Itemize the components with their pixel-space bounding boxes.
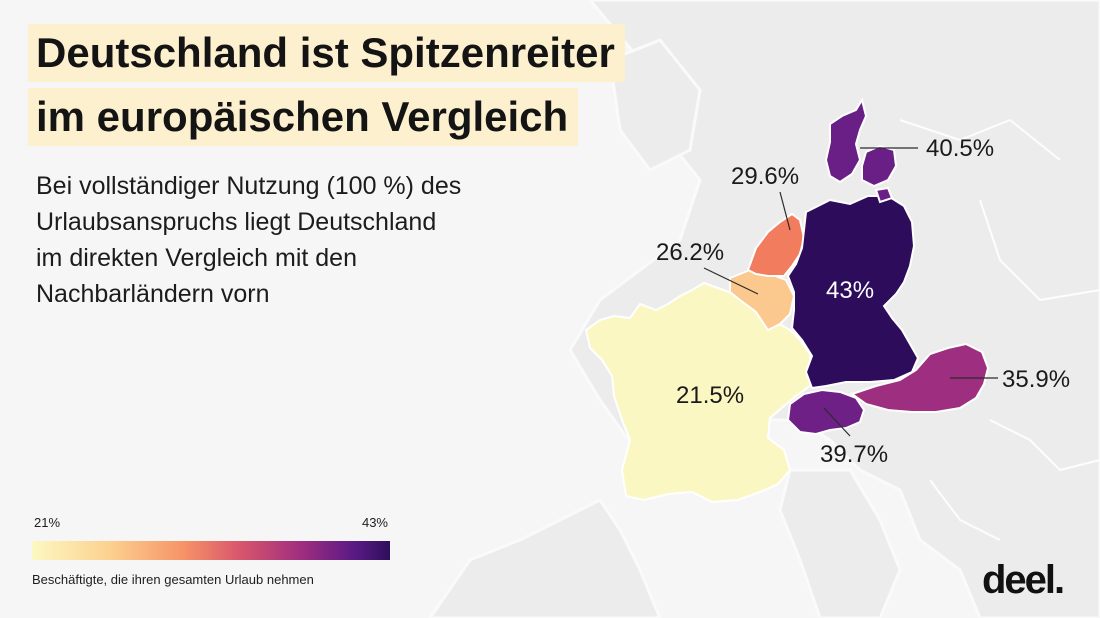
legend-gradient-bar <box>32 541 390 560</box>
deel-logo: deel. <box>982 558 1065 602</box>
legend-caption: Beschäftigte, die ihren gesamten Urlaub … <box>32 572 314 587</box>
label-france: 21.5% <box>676 382 744 409</box>
title-line-2: im europäischen Vergleich <box>28 88 579 146</box>
leader-belgium <box>703 267 759 295</box>
subtitle-line-3: im direkten Vergleich mit den <box>36 244 357 272</box>
title-line-1: Deutschland ist Spitzenreiter <box>28 24 625 82</box>
label-denmark: 40.5% <box>926 135 994 162</box>
region-austria[interactable] <box>849 342 990 413</box>
label-belgium: 26.2% <box>656 239 724 266</box>
background-borders <box>899 118 1100 541</box>
region-denmark-islands[interactable] <box>861 144 898 204</box>
subtitle-line-4: Nachbarländern vorn <box>36 280 270 308</box>
region-switzerland[interactable] <box>786 388 866 436</box>
subtitle: Bei vollständiger Nutzung (100 %) des Ur… <box>36 168 556 312</box>
label-germany: 43% <box>826 277 874 304</box>
legend-min-label: 21% <box>34 515 61 530</box>
leader-switzerland <box>823 407 851 437</box>
value-labels: 40.5% 29.6% 26.2% 43% 35.9% 39.7% 21.5% <box>656 135 1070 468</box>
subtitle-line-1: Bei vollständiger Nutzung (100 %) des <box>36 172 462 200</box>
page-title: Deutschland ist Spitzenreiter im europäi… <box>28 24 625 152</box>
subtitle-line-2: Urlaubsanspruchs liegt Deutschland <box>36 208 437 236</box>
leader-lines <box>703 147 998 437</box>
label-austria: 35.9% <box>1002 366 1070 393</box>
region-denmark[interactable] <box>824 97 868 184</box>
label-netherlands: 29.6% <box>731 163 799 190</box>
leader-netherlands <box>779 191 791 231</box>
legend-max-label: 43% <box>361 515 388 530</box>
label-switzerland: 39.7% <box>820 441 888 468</box>
